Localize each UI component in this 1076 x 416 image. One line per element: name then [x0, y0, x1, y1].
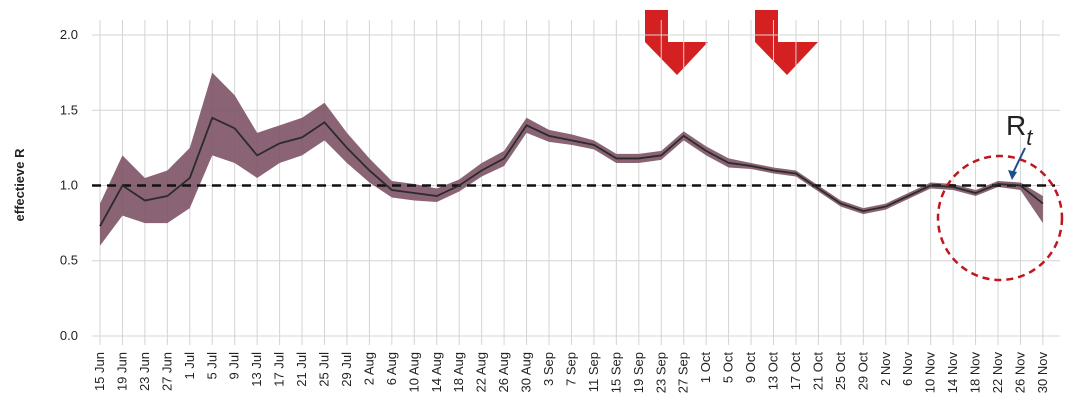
x-tick-label: 25 Jul: [317, 352, 332, 387]
x-tick-label: 23 Sep: [653, 352, 668, 393]
annotation: Rt: [1006, 110, 1033, 150]
x-tick-label: 19 Jun: [114, 352, 129, 391]
x-tick-label: 27 Jun: [159, 352, 174, 391]
x-tick-label: 18 Nov: [968, 352, 983, 394]
x-tick-label: 18 Aug: [451, 352, 466, 393]
x-tick-label: 15 Sep: [608, 352, 623, 393]
x-tick-label: 2 Aug: [361, 352, 376, 385]
x-tick-label: 10 Nov: [923, 352, 938, 394]
x-tick-label: 22 Nov: [990, 352, 1005, 394]
x-tick-label: 15 Jun: [92, 352, 107, 391]
y-axis-label: effectieve R: [12, 148, 27, 222]
annotation-arrowhead: [1008, 170, 1017, 180]
y-tick-label: 1.0: [60, 178, 78, 193]
x-tick-label: 19 Sep: [631, 352, 646, 393]
x-tick-label: 6 Nov: [900, 352, 915, 386]
x-tick-label: 30 Aug: [519, 352, 534, 393]
x-tick-label: 2 Nov: [878, 352, 893, 386]
x-tick-label: 13 Oct: [766, 352, 781, 391]
x-tick-label: 17 Jul: [272, 352, 287, 387]
x-tick-label: 5 Jul: [204, 352, 219, 380]
x-tick-label: 14 Nov: [945, 352, 960, 394]
annotation-subscript: t: [1026, 125, 1033, 150]
x-tick-label: 29 Oct: [855, 352, 870, 391]
x-tick-label: 3 Sep: [541, 352, 556, 386]
x-tick-label: 26 Nov: [1012, 352, 1027, 394]
x-tick-label: 5 Oct: [721, 352, 736, 383]
x-tick-label: 21 Oct: [810, 352, 825, 391]
x-tick-label: 13 Jul: [249, 352, 264, 387]
annotation-text: R: [1006, 110, 1026, 141]
x-tick-label: 27 Sep: [676, 352, 691, 393]
highlight-circle: [936, 154, 1064, 282]
x-tick-label: 9 Oct: [743, 352, 758, 383]
x-tick-label: 17 Oct: [788, 352, 803, 391]
annotation-arrow: [1011, 147, 1026, 176]
x-tick-label: 30 Nov: [1035, 352, 1050, 394]
confidence-band: [100, 72, 1043, 246]
x-tick-label: 1 Oct: [698, 352, 713, 383]
x-tick-label: 25 Oct: [833, 352, 848, 391]
y-tick-label: 1.5: [60, 102, 78, 117]
y-tick-label: 2.0: [60, 27, 78, 42]
x-tick-label: 6 Aug: [384, 352, 399, 385]
y-tick-label: 0.0: [60, 328, 78, 343]
x-tick-label: 14 Aug: [429, 352, 444, 393]
x-tick-label: 22 Aug: [474, 352, 489, 393]
arrow: [645, 10, 818, 75]
x-tick-label: 10 Aug: [406, 352, 421, 393]
r-line: [99, 116, 1044, 227]
x-tick-label: 9 Jul: [227, 352, 242, 380]
y-tick-label: 0.5: [60, 253, 78, 268]
x-tick-label: 23 Jun: [137, 352, 152, 391]
x-tick-label: 21 Jul: [294, 352, 309, 387]
x-tick-label: 11 Sep: [586, 352, 601, 392]
x-tick-label: 29 Jul: [339, 352, 354, 387]
x-tick-label: 1 Jul: [182, 352, 197, 380]
x-tick-label: 26 Aug: [496, 352, 511, 393]
x-tick-label: 7 Sep: [563, 352, 578, 386]
